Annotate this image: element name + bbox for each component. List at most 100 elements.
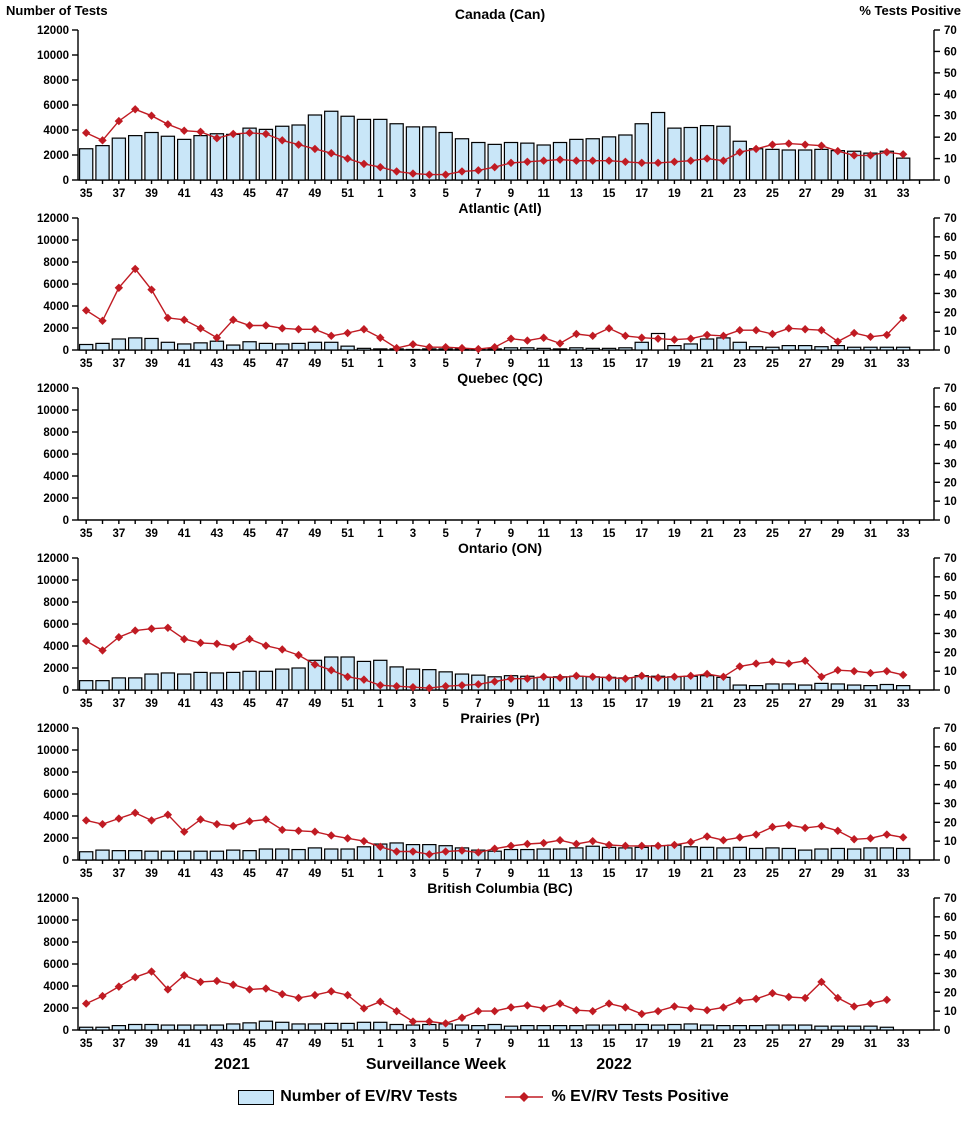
- diamond-marker-icon: [898, 833, 908, 842]
- left-tick-label: 4000: [43, 301, 69, 313]
- diamond-marker-icon: [686, 671, 695, 681]
- right-tick-label: 0: [944, 685, 950, 697]
- diamond-marker-icon: [898, 670, 908, 680]
- right-tick-label: 30: [944, 288, 957, 300]
- x-tick-label: 3: [410, 698, 416, 708]
- x-tick-label: 1: [377, 1038, 384, 1048]
- diamond-marker-icon: [81, 636, 91, 646]
- bar-week: [879, 683, 895, 691]
- diamond-marker-icon: [653, 673, 663, 682]
- line-legend-label: % EV/RV Tests Positive: [551, 1088, 729, 1105]
- x-tick-label: 29: [831, 698, 844, 708]
- diamond-marker-icon: [327, 987, 336, 996]
- x-tick-label: 29: [831, 188, 844, 198]
- x-tick-label: 5: [442, 1038, 449, 1048]
- x-tick-label: 39: [145, 698, 158, 708]
- diamond-marker-icon: [800, 823, 810, 833]
- right-tick-label: 60: [944, 572, 957, 584]
- diamond-marker-icon: [719, 836, 728, 845]
- bar-week: [373, 348, 388, 351]
- diamond-marker-icon: [294, 140, 303, 149]
- x-tick-label: 41: [178, 528, 191, 538]
- left-tick-label: 12000: [37, 213, 69, 225]
- bar-week: [275, 668, 290, 691]
- x-tick-label: 15: [603, 188, 616, 198]
- bar-week: [160, 1024, 176, 1031]
- bar-week: [177, 138, 192, 181]
- diamond-marker-icon: [392, 343, 401, 353]
- bar-week: [520, 848, 535, 861]
- x-tick-label: 51: [341, 1038, 354, 1048]
- diamond-marker-icon: [523, 336, 532, 345]
- x-tick-label: 3: [410, 528, 416, 538]
- x-tick-label: 27: [799, 188, 812, 198]
- bar-week: [765, 1024, 780, 1031]
- x-tick-label: 25: [766, 868, 779, 878]
- chart-title-ontario-on: Ontario (ON): [458, 540, 542, 556]
- bar-week: [863, 847, 878, 861]
- x-tick-label: 31: [864, 868, 877, 878]
- bar-week: [209, 850, 225, 861]
- x-tick-label: 21: [701, 1038, 714, 1048]
- diamond-marker-icon: [653, 158, 663, 168]
- diamond-marker-icon: [686, 837, 695, 847]
- x-tick-label: 5: [442, 868, 449, 878]
- chart-panel-canada-can: Number of Tests % Tests Positive Canada (C…: [0, 0, 967, 200]
- bar-week: [765, 148, 780, 181]
- diamond-marker-icon: [130, 973, 140, 982]
- x-tick-label: 35: [80, 358, 93, 368]
- bar-week: [863, 685, 878, 691]
- x-tick-label: 13: [570, 358, 583, 368]
- bar-week: [95, 1026, 110, 1031]
- diamond-marker-icon: [670, 1002, 679, 1011]
- x-tick-label: 45: [243, 528, 256, 538]
- diamond-marker-icon: [866, 668, 875, 678]
- bar-week: [650, 111, 666, 181]
- bar-week: [144, 673, 159, 691]
- left-tick-label: 2000: [43, 663, 69, 675]
- bar-week: [258, 128, 274, 181]
- x-tick-label: 51: [341, 528, 354, 538]
- bar-week: [356, 118, 372, 181]
- right-tick-label: 30: [944, 798, 957, 810]
- bar-week: [814, 682, 829, 691]
- bar-week: [291, 1023, 306, 1031]
- x-tick-label: 19: [668, 528, 681, 538]
- diamond-marker-icon: [751, 659, 761, 668]
- diamond-marker-icon: [784, 820, 793, 830]
- bar-week: [748, 346, 764, 351]
- left-tick-label: 2000: [43, 833, 69, 845]
- x-tick-label: 1: [377, 528, 384, 538]
- diamond-marker-icon: [196, 977, 205, 987]
- x-tick-label: 3: [410, 358, 416, 368]
- x-tick-label: 9: [508, 868, 514, 878]
- bar-week: [144, 337, 159, 351]
- diamond-marker-icon: [408, 847, 418, 856]
- diamond-marker-icon: [343, 328, 352, 338]
- bar-week: [814, 1025, 829, 1031]
- diamond-marker-icon: [163, 313, 173, 323]
- x-tick-label: 39: [145, 188, 158, 198]
- x-tick-label: 9: [508, 188, 514, 198]
- bar-week: [340, 1022, 355, 1031]
- chart-title-british-columbia-bc: British Columbia (BC): [427, 880, 572, 896]
- bar-week: [177, 1024, 192, 1031]
- bar-week: [536, 848, 551, 861]
- bar-week: [765, 847, 780, 861]
- x-tick-label: 21: [701, 188, 714, 198]
- chart-panel-ontario-on: Ontario (ON) 0 2000 4000 6000 8000 10000 12000 0…: [0, 538, 967, 710]
- bar-week: [895, 346, 911, 351]
- diamond-marker-icon: [670, 335, 679, 344]
- bar-week: [699, 338, 715, 351]
- bar-week: [814, 848, 829, 861]
- left-tick-label: 4000: [43, 641, 69, 653]
- left-tick-label: 8000: [43, 257, 69, 269]
- diamond-marker-icon: [833, 337, 843, 346]
- x-tick-label: 7: [475, 698, 481, 708]
- bar-week: [307, 847, 323, 861]
- x-tick-label: 3: [410, 1038, 416, 1048]
- line-diamond-icon: [505, 1092, 544, 1102]
- left-tick-label: 0: [63, 855, 69, 867]
- x-tick-label: 23: [733, 528, 746, 538]
- x-tick-label: 31: [864, 528, 877, 538]
